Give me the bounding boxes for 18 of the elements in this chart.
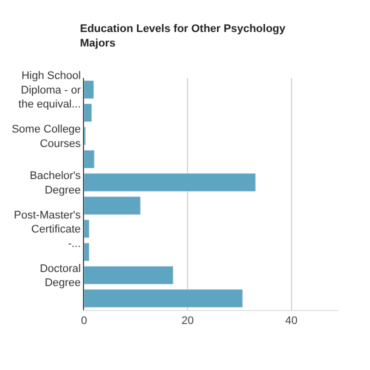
x-tick-label: 0 [80,315,88,328]
bar [84,289,243,308]
chart-title: Education Levels for Other Psychology Majors [80,23,286,50]
y-tick-label: Bachelor's Degree [30,170,82,196]
x-tick-label: 40 [285,315,298,328]
bar [84,104,92,122]
bar [84,242,90,262]
y-tick-label: High School Diploma - or the equival... [18,70,82,111]
bar [84,173,256,192]
y-tick-label: Some College Courses [12,124,82,150]
bar [84,150,95,168]
y-tick-label: Post-Master's Certificate -... [14,209,82,250]
bar [84,196,141,215]
bar [84,266,174,284]
x-tick-label: 20 [182,315,194,328]
bar [84,80,94,99]
bar [84,220,90,238]
y-tick-label: Doctoral Degree [40,262,81,290]
